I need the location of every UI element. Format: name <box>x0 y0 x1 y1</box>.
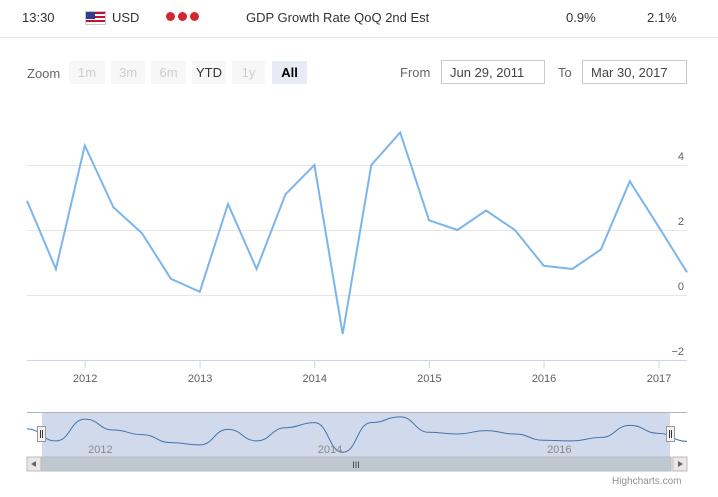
data-point[interactable] <box>310 161 318 169</box>
data-point[interactable] <box>655 223 663 231</box>
data-point[interactable] <box>23 197 31 205</box>
data-point[interactable] <box>81 142 89 150</box>
data-point[interactable] <box>482 207 490 215</box>
navigator-x-label: 2014 <box>318 444 342 456</box>
zoom-6m-button[interactable]: 6m <box>151 61 186 84</box>
chevron-right-icon[interactable] <box>672 456 688 472</box>
data-point[interactable] <box>253 265 261 273</box>
data-point[interactable] <box>568 265 576 273</box>
data-point[interactable] <box>453 226 461 234</box>
data-point[interactable] <box>367 161 375 169</box>
y-axis-labels: 4 2 0 −2 <box>671 151 684 358</box>
scrollbar-grip: III <box>352 460 360 470</box>
navigator-x-label: 2012 <box>88 444 112 456</box>
data-point[interactable] <box>597 246 605 254</box>
event-actual: 0.9% <box>566 10 596 25</box>
event-time: 13:30 <box>22 10 55 25</box>
data-point[interactable] <box>396 129 404 137</box>
data-point[interactable] <box>282 190 290 198</box>
to-date-input[interactable]: Mar 30, 2017 <box>582 60 687 84</box>
data-point[interactable] <box>224 200 232 208</box>
navigator-grid <box>84 413 545 457</box>
economic-event-row: 13:30 USD GDP Growth Rate QoQ 2nd Est 0.… <box>0 0 718 38</box>
data-point[interactable] <box>138 229 146 237</box>
event-name[interactable]: GDP Growth Rate QoQ 2nd Est <box>246 10 430 25</box>
event-currency: USD <box>112 10 140 25</box>
data-point[interactable] <box>109 203 117 211</box>
x-tick-label: 2015 <box>417 373 441 385</box>
x-tick-label: 2012 <box>73 373 97 385</box>
to-label: To <box>558 65 572 80</box>
gdp-series-points <box>23 129 691 339</box>
x-tick-label: 2013 <box>188 373 212 385</box>
chevron-left-icon[interactable] <box>26 456 42 472</box>
navigator-x-labels: 2012 2014 2016 <box>88 444 571 456</box>
zoom-ytd-button[interactable]: YTD <box>192 61 226 84</box>
data-point[interactable] <box>339 330 347 338</box>
data-point[interactable] <box>52 265 60 273</box>
y-tick-label: 2 <box>678 216 684 228</box>
data-point[interactable] <box>425 216 433 224</box>
x-tick-label: 2017 <box>647 373 671 385</box>
grid-lines <box>27 165 687 361</box>
us-flag-icon <box>85 11 106 25</box>
navigator-mask[interactable] <box>42 413 670 457</box>
navigator-right-handle[interactable] <box>666 426 675 442</box>
from-date-input[interactable]: Jun 29, 2011 <box>441 60 545 84</box>
x-tick-label: 2016 <box>532 373 556 385</box>
highcharts-credit[interactable]: Highcharts.com <box>612 476 682 487</box>
navigator-left-handle[interactable] <box>37 426 46 442</box>
importance-icon <box>166 12 199 21</box>
x-axis-labels: 2012 2013 2014 2015 2016 2017 <box>73 360 671 385</box>
y-tick-label: −2 <box>671 346 684 358</box>
data-point[interactable] <box>683 268 691 276</box>
gdp-series-line <box>26 130 688 335</box>
data-point[interactable] <box>626 177 634 185</box>
data-point[interactable] <box>196 288 204 296</box>
zoom-label: Zoom <box>27 66 61 81</box>
navigator-series-line <box>26 416 688 453</box>
y-tick-label: 4 <box>678 151 684 163</box>
zoom-all-button[interactable]: All <box>272 61 307 84</box>
data-point[interactable] <box>167 275 175 283</box>
y-tick-label: 0 <box>678 281 684 293</box>
data-point[interactable] <box>511 226 519 234</box>
zoom-1m-button[interactable]: 1m <box>69 61 105 84</box>
zoom-1y-button[interactable]: 1y <box>232 61 265 84</box>
event-forecast: 2.1% <box>647 10 677 25</box>
data-point[interactable] <box>540 262 548 270</box>
from-label: From <box>400 65 431 80</box>
zoom-3m-button[interactable]: 3m <box>111 61 145 84</box>
x-tick-label: 2014 <box>303 373 327 385</box>
navigator-x-label: 2016 <box>547 444 571 456</box>
